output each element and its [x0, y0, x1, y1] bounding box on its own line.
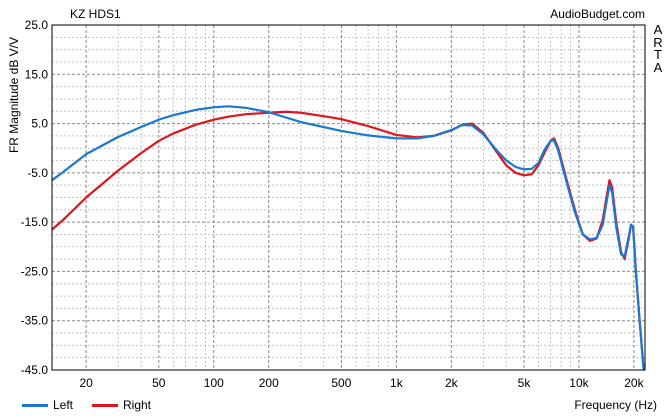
- x-tick-label: 50: [152, 376, 166, 390]
- x-axis-label: Frequency (Hz): [574, 398, 657, 412]
- plot-frame: [51, 24, 646, 371]
- x-tick-label: 500: [331, 376, 351, 390]
- y-tick-label: -35.0: [21, 314, 49, 328]
- legend-swatch-right: [92, 403, 118, 407]
- series-line-left: [52, 105, 645, 370]
- y-axis-label: FR Magnitude dB V/V: [7, 36, 21, 154]
- x-tick-label: 5k: [518, 376, 532, 390]
- x-tick-label: 2k: [445, 376, 459, 390]
- y-tick-label: -25.0: [21, 264, 49, 278]
- source-label: AudioBudget.com: [550, 7, 645, 21]
- watermark-letter: R: [653, 34, 663, 50]
- y-tick-label: -5.0: [27, 166, 48, 180]
- x-tick-label: 20k: [624, 376, 644, 390]
- legend-label-left: Left: [53, 398, 74, 412]
- y-tick-label: 15.0: [25, 67, 49, 81]
- y-tick-label: 25.0: [25, 18, 49, 32]
- legend-item-right: Right: [92, 398, 151, 412]
- y-tick-label: -45.0: [21, 363, 49, 377]
- x-tick-label: 200: [259, 376, 279, 390]
- x-tick-label: 100: [204, 376, 224, 390]
- watermark-letter: A: [653, 59, 663, 75]
- legend-swatch-left: [22, 403, 48, 407]
- chart-title: KZ HDS1: [70, 7, 121, 21]
- y-tick-label: -15.0: [21, 215, 49, 229]
- x-tick-label: 20: [79, 376, 93, 390]
- x-tick-label: 1k: [390, 376, 404, 390]
- legend-item-left: Left: [22, 398, 73, 412]
- x-tick-label: 10k: [569, 376, 589, 390]
- arta-watermark: A R T A: [651, 22, 665, 75]
- watermark-letter: A: [653, 22, 663, 37]
- legend-label-right: Right: [123, 398, 152, 412]
- watermark-letter: T: [654, 47, 662, 62]
- y-tick-label: 5.0: [31, 117, 48, 131]
